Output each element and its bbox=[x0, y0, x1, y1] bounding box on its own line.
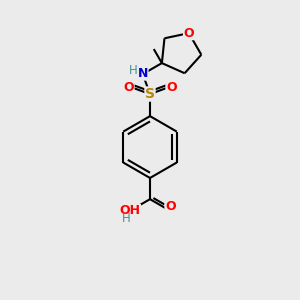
Text: H: H bbox=[122, 212, 130, 225]
Text: O: O bbox=[166, 81, 177, 94]
Text: O: O bbox=[165, 200, 175, 213]
Text: S: S bbox=[145, 87, 155, 101]
Text: O: O bbox=[123, 81, 134, 94]
Text: H: H bbox=[129, 64, 138, 77]
Text: N: N bbox=[138, 67, 148, 80]
Text: O: O bbox=[184, 27, 194, 40]
Text: OH: OH bbox=[119, 205, 140, 218]
